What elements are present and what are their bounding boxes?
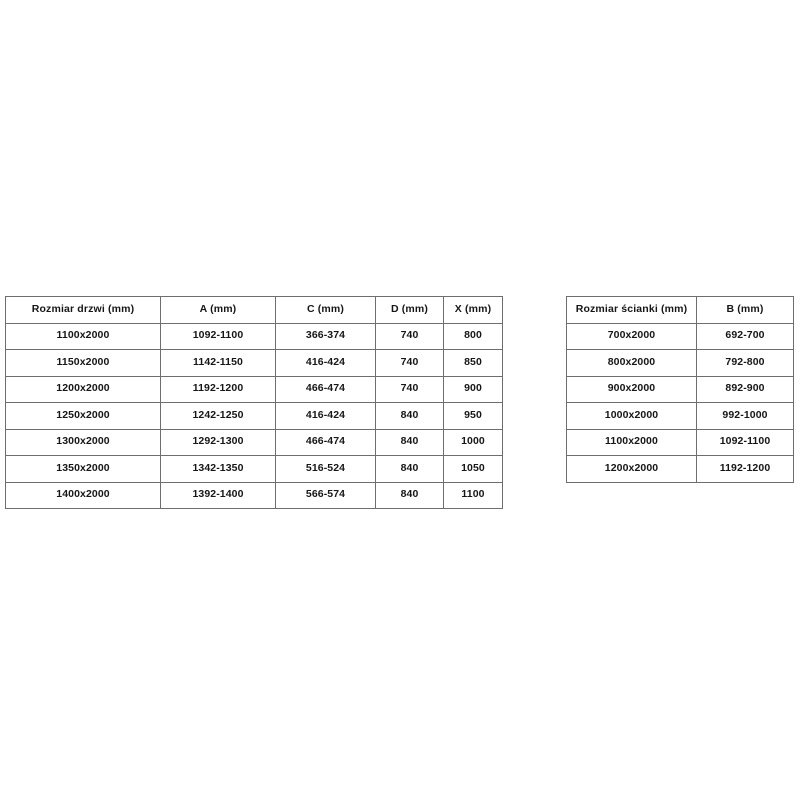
table-row: 1400x2000 1392-1400 566-574 840 1100 bbox=[5, 481, 503, 509]
doors-header-x: X (mm) bbox=[443, 296, 503, 324]
cell-size: 1200x2000 bbox=[566, 455, 697, 483]
doors-header-c: C (mm) bbox=[275, 296, 376, 324]
cell-a: 1242-1250 bbox=[160, 402, 276, 430]
table-row: 900x2000 892-900 bbox=[566, 375, 794, 403]
table-row: 800x2000 792-800 bbox=[566, 349, 794, 377]
cell-c: 416-424 bbox=[275, 349, 376, 377]
cell-size: 800x2000 bbox=[566, 349, 697, 377]
doors-header-d: D (mm) bbox=[375, 296, 444, 324]
cell-a: 1292-1300 bbox=[160, 428, 276, 456]
cell-x: 1100 bbox=[443, 481, 503, 509]
table-row: 1100x2000 1092-1100 366-374 740 800 bbox=[5, 322, 503, 350]
cell-a: 1142-1150 bbox=[160, 349, 276, 377]
cell-x: 900 bbox=[443, 375, 503, 403]
cell-d: 840 bbox=[375, 455, 444, 483]
wall-header-b: B (mm) bbox=[696, 296, 794, 324]
doors-table-body: 1100x2000 1092-1100 366-374 740 800 1150… bbox=[5, 322, 503, 509]
cell-size: 1200x2000 bbox=[5, 375, 161, 403]
cell-a: 1342-1350 bbox=[160, 455, 276, 483]
table-row: 1100x2000 1092-1100 bbox=[566, 428, 794, 456]
cell-size: 700x2000 bbox=[566, 322, 697, 350]
cell-a: 1392-1400 bbox=[160, 481, 276, 509]
cell-x: 1050 bbox=[443, 455, 503, 483]
cell-size: 1250x2000 bbox=[5, 402, 161, 430]
cell-b: 1192-1200 bbox=[696, 455, 794, 483]
cell-d: 840 bbox=[375, 481, 444, 509]
cell-size: 1400x2000 bbox=[5, 481, 161, 509]
cell-d: 840 bbox=[375, 402, 444, 430]
cell-d: 740 bbox=[375, 349, 444, 377]
cell-c: 466-474 bbox=[275, 428, 376, 456]
table-row: 1200x2000 1192-1200 bbox=[566, 455, 794, 483]
cell-b: 992-1000 bbox=[696, 402, 794, 430]
cell-c: 516-524 bbox=[275, 455, 376, 483]
cell-c: 466-474 bbox=[275, 375, 376, 403]
table-header-row: Rozmiar drzwi (mm) A (mm) C (mm) D (mm) … bbox=[5, 296, 503, 324]
cell-size: 1300x2000 bbox=[5, 428, 161, 456]
cell-b: 1092-1100 bbox=[696, 428, 794, 456]
cell-size: 1100x2000 bbox=[5, 322, 161, 350]
doors-header-size: Rozmiar drzwi (mm) bbox=[5, 296, 161, 324]
doors-header-a: A (mm) bbox=[160, 296, 276, 324]
table-row: 700x2000 692-700 bbox=[566, 322, 794, 350]
wall-specification-table: Rozmiar ścianki (mm) B (mm) 700x2000 692… bbox=[566, 296, 794, 483]
cell-d: 740 bbox=[375, 322, 444, 350]
doors-specification-table: Rozmiar drzwi (mm) A (mm) C (mm) D (mm) … bbox=[5, 296, 503, 509]
cell-c: 566-574 bbox=[275, 481, 376, 509]
cell-b: 892-900 bbox=[696, 375, 794, 403]
cell-a: 1092-1100 bbox=[160, 322, 276, 350]
cell-size: 1000x2000 bbox=[566, 402, 697, 430]
cell-x: 850 bbox=[443, 349, 503, 377]
cell-x: 950 bbox=[443, 402, 503, 430]
wall-header-size: Rozmiar ścianki (mm) bbox=[566, 296, 697, 324]
cell-size: 1350x2000 bbox=[5, 455, 161, 483]
cell-c: 366-374 bbox=[275, 322, 376, 350]
cell-x: 1000 bbox=[443, 428, 503, 456]
table-row: 1150x2000 1142-1150 416-424 740 850 bbox=[5, 349, 503, 377]
cell-d: 740 bbox=[375, 375, 444, 403]
table-row: 1200x2000 1192-1200 466-474 740 900 bbox=[5, 375, 503, 403]
cell-size: 1150x2000 bbox=[5, 349, 161, 377]
wall-table-body: 700x2000 692-700 800x2000 792-800 900x20… bbox=[566, 322, 794, 483]
table-header-row: Rozmiar ścianki (mm) B (mm) bbox=[566, 296, 794, 324]
cell-b: 692-700 bbox=[696, 322, 794, 350]
cell-d: 840 bbox=[375, 428, 444, 456]
wall-table-header: Rozmiar ścianki (mm) B (mm) bbox=[566, 296, 794, 324]
cell-b: 792-800 bbox=[696, 349, 794, 377]
cell-c: 416-424 bbox=[275, 402, 376, 430]
cell-x: 800 bbox=[443, 322, 503, 350]
cell-a: 1192-1200 bbox=[160, 375, 276, 403]
cell-size: 900x2000 bbox=[566, 375, 697, 403]
table-row: 1250x2000 1242-1250 416-424 840 950 bbox=[5, 402, 503, 430]
cell-size: 1100x2000 bbox=[566, 428, 697, 456]
table-row: 1000x2000 992-1000 bbox=[566, 402, 794, 430]
table-row: 1350x2000 1342-1350 516-524 840 1050 bbox=[5, 455, 503, 483]
doors-table-header: Rozmiar drzwi (mm) A (mm) C (mm) D (mm) … bbox=[5, 296, 503, 324]
table-row: 1300x2000 1292-1300 466-474 840 1000 bbox=[5, 428, 503, 456]
